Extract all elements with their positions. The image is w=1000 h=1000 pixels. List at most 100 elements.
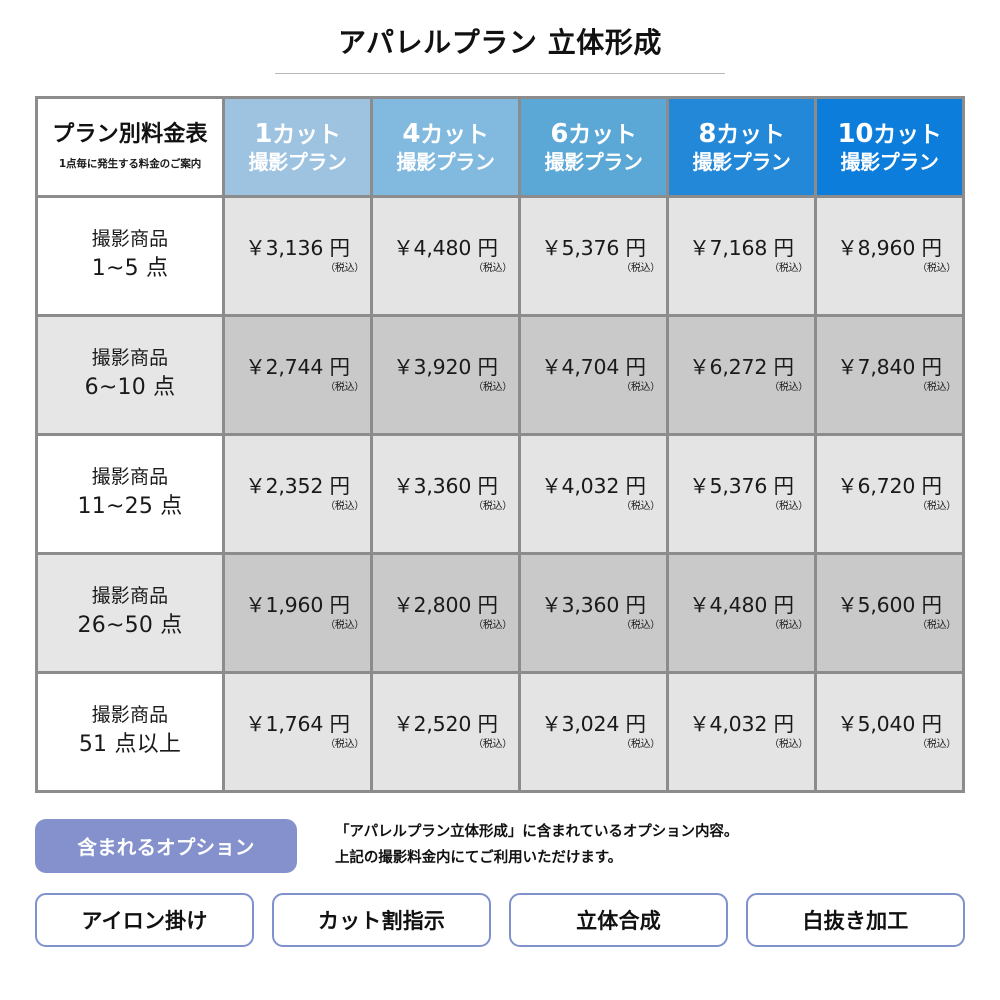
price-tax-note: （税込） — [325, 619, 364, 631]
row-label-line2-3: 11~25 点 — [77, 494, 183, 520]
price-tax-note: （税込） — [917, 381, 956, 393]
price-tax-note: （税込） — [325, 262, 364, 274]
price-cell-r5c4: ￥4,032 円 （税込） — [669, 673, 817, 793]
price-cell-r3c2: ￥3,360 円 （税込） — [373, 435, 521, 555]
price-tax-note: （税込） — [325, 500, 364, 512]
price-tax-note: （税込） — [621, 738, 660, 750]
price-cell-r3c3: ￥4,032 円 （税込） — [521, 435, 669, 555]
price-tax-note: （税込） — [917, 619, 956, 631]
price-cell-r2c1: ￥2,744 円 （税込） — [225, 316, 373, 436]
price-table-body: プラン別料金表 1点毎に発生する料金のご案内 1カット 撮影プラン 4カット — [35, 95, 965, 793]
row-label-line1-4: 撮影商品 — [91, 584, 169, 607]
column-header-1cut: 1カット 撮影プラン — [225, 95, 373, 198]
price-cell-r1c3: ￥5,376 円 （税込） — [521, 197, 669, 317]
column-header-cuts-1: 1カット — [225, 119, 370, 151]
price-amount: ￥6,272 円 — [689, 355, 794, 380]
price-cell-r1c2: ￥4,480 円 （税込） — [373, 197, 521, 317]
column-header-4cut: 4カット 撮影プラン — [373, 95, 521, 198]
row-label-5: 撮影商品 51 点以上 — [35, 673, 225, 793]
included-options-section: 含まれるオプション 「アパレルプラン立体形成」に含まれているオプション内容。 上… — [35, 818, 965, 873]
option-buttons-row: アイロン掛け カット割指示 立体合成 白抜き加工 — [35, 892, 965, 947]
price-amount: ￥5,376 円 — [541, 236, 646, 261]
price-cell-r4c2: ￥2,800 円 （税込） — [373, 554, 521, 674]
price-amount: ￥3,024 円 — [541, 712, 646, 737]
price-tax-note: （税込） — [473, 262, 512, 274]
price-cell-r4c4: ￥4,480 円 （税込） — [669, 554, 817, 674]
price-tax-note: （税込） — [473, 738, 512, 750]
column-header-cuts-unit-4: カット — [716, 121, 785, 148]
price-amount: ￥2,744 円 — [245, 355, 350, 380]
price-tax-note: （税込） — [769, 619, 808, 631]
price-amount: ￥5,600 円 — [837, 593, 942, 618]
price-cell-r1c5: ￥8,960 円 （税込） — [817, 197, 965, 317]
included-options-badge: 含まれるオプション — [35, 818, 297, 873]
price-cell-r2c3: ￥4,704 円 （税込） — [521, 316, 669, 436]
price-amount: ￥3,136 円 — [245, 236, 350, 261]
price-amount: ￥7,168 円 — [689, 236, 794, 261]
price-amount: ￥4,480 円 — [393, 236, 498, 261]
price-amount: ￥2,800 円 — [393, 593, 498, 618]
column-header-plan-1: 撮影プラン — [248, 150, 347, 175]
price-cell-r4c3: ￥3,360 円 （税込） — [521, 554, 669, 674]
row-label-line1-3: 撮影商品 — [91, 465, 169, 488]
row-label-line2-1: 1~5 点 — [91, 256, 169, 282]
column-header-cuts-number-4: 8 — [698, 118, 717, 149]
price-cell-r1c4: ￥7,168 円 （税込） — [669, 197, 817, 317]
price-amount: ￥1,764 円 — [245, 712, 350, 737]
column-header-plan-5: 撮影プラン — [840, 150, 939, 175]
price-amount: ￥3,360 円 — [541, 593, 646, 618]
column-header-cuts-3: 6カット — [521, 119, 666, 151]
price-amount: ￥1,960 円 — [245, 593, 350, 618]
included-options-description-line1: 「アパレルプラン立体形成」に含まれているオプション内容。 — [335, 824, 739, 841]
price-amount: ￥4,032 円 — [541, 474, 646, 499]
price-amount: ￥4,704 円 — [541, 355, 646, 380]
row-label-line2-4: 26~50 点 — [77, 613, 183, 639]
table-row: 撮影商品 51 点以上 ￥1,764 円 （税込） ￥2,520 円 （税込） … — [35, 673, 965, 793]
title-divider — [275, 72, 725, 74]
option-button-cut-allocation[interactable]: カット割指示 — [272, 892, 491, 947]
price-amount: ￥3,920 円 — [393, 355, 498, 380]
row-label-4: 撮影商品 26~50 点 — [35, 554, 225, 674]
column-header-plan-4: 撮影プラン — [692, 150, 791, 175]
price-tax-note: （税込） — [621, 500, 660, 512]
price-tax-note: （税込） — [917, 500, 956, 512]
price-amount: ￥2,520 円 — [393, 712, 498, 737]
column-header-plan-3: 撮影プラン — [544, 150, 643, 175]
price-tax-note: （税込） — [769, 381, 808, 393]
column-header-cuts-unit-1: カット — [272, 121, 341, 148]
price-cell-r4c5: ￥5,600 円 （税込） — [817, 554, 965, 674]
price-cell-r3c1: ￥2,352 円 （税込） — [225, 435, 373, 555]
price-amount: ￥4,480 円 — [689, 593, 794, 618]
option-button-ironing[interactable]: アイロン掛け — [35, 892, 254, 947]
column-header-8cut: 8カット 撮影プラン — [669, 95, 817, 198]
column-header-cuts-unit-3: カット — [568, 121, 637, 148]
row-label-line1-1: 撮影商品 — [91, 227, 169, 250]
table-row: 撮影商品 26~50 点 ￥1,960 円 （税込） ￥2,800 円 （税込）… — [35, 554, 965, 674]
page-header: アパレルプラン 立体形成 — [0, 0, 1000, 74]
price-cell-r3c4: ￥5,376 円 （税込） — [669, 435, 817, 555]
price-cell-r1c1: ￥3,136 円 （税込） — [225, 197, 373, 317]
option-button-background-removal[interactable]: 白抜き加工 — [746, 892, 965, 947]
column-header-cuts-number-2: 4 — [402, 118, 421, 149]
price-amount: ￥7,840 円 — [837, 355, 942, 380]
price-tax-note: （税込） — [769, 500, 808, 512]
column-header-cuts-number-3: 6 — [550, 118, 569, 149]
column-header-cuts-4: 8カット — [669, 119, 814, 151]
column-header-cuts-2: 4カット — [373, 119, 518, 151]
corner-title: プラン別料金表 — [52, 121, 208, 147]
row-label-1: 撮影商品 1~5 点 — [35, 197, 225, 317]
price-cell-r5c2: ￥2,520 円 （税込） — [373, 673, 521, 793]
price-table-container: プラン別料金表 1点毎に発生する料金のご案内 1カット 撮影プラン 4カット — [35, 95, 965, 793]
option-button-3d-composite[interactable]: 立体合成 — [509, 892, 728, 947]
included-options-description: 「アパレルプラン立体形成」に含まれているオプション内容。 上記の撮影料金内にてご… — [335, 820, 738, 871]
included-options-description-line2: 上記の撮影料金内にてご利用いただけます。 — [335, 849, 623, 866]
price-tax-note: （税込） — [325, 381, 364, 393]
price-amount: ￥4,032 円 — [689, 712, 794, 737]
price-tax-note: （税込） — [473, 619, 512, 631]
table-row: 撮影商品 1~5 点 ￥3,136 円 （税込） ￥4,480 円 （税込） ￥… — [35, 197, 965, 317]
price-amount: ￥6,720 円 — [837, 474, 942, 499]
price-cell-r2c2: ￥3,920 円 （税込） — [373, 316, 521, 436]
price-amount: ￥8,960 円 — [837, 236, 942, 261]
price-tax-note: （税込） — [621, 262, 660, 274]
